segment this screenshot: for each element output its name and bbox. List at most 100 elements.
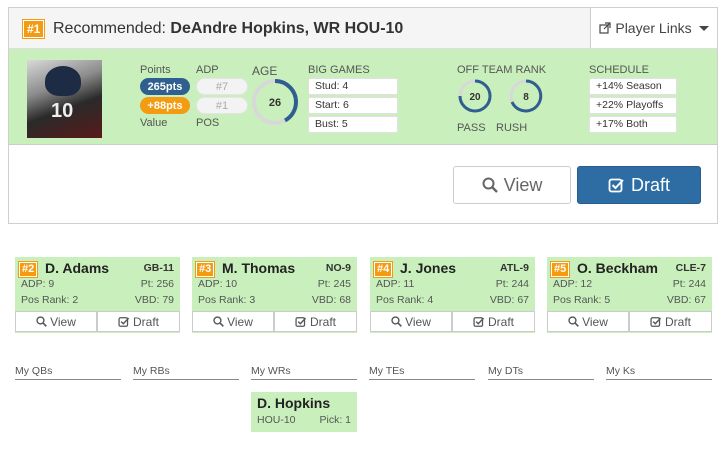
- view-button[interactable]: View: [192, 311, 274, 332]
- bust-stat: Bust: 5: [308, 116, 398, 133]
- points-pill: 265pts: [140, 78, 190, 95]
- search-icon: [391, 316, 402, 327]
- suggestion-card: #2 D. Adams GB-11 ADP: 9 Pt: 256 Pos Ran…: [15, 257, 180, 333]
- roster-slot-ks: My Ks: [606, 365, 712, 380]
- pos-pill: #1: [196, 97, 248, 114]
- recommended-header: #1 Recommended: DeAndre Hopkins, WR HOU-…: [9, 8, 717, 49]
- rush-rank-gauge: 8: [509, 79, 543, 113]
- age-label: AGE: [252, 64, 278, 78]
- view-label: View: [50, 314, 76, 329]
- player-name[interactable]: J. Jones: [400, 260, 457, 276]
- draft-button[interactable]: Draft: [577, 166, 701, 204]
- roster-slot-wrs: My WRs: [251, 365, 357, 380]
- search-icon: [568, 316, 579, 327]
- points-label: Points: [140, 64, 171, 76]
- drafted-player-card: D. Hopkins HOU-10 Pick: 1: [251, 392, 357, 432]
- pass-label: PASS: [457, 122, 486, 134]
- points-value: Pt: 244: [495, 278, 529, 290]
- vbd-value: VBD: 67: [489, 294, 529, 306]
- suggestion-card: #3 M. Thomas NO-9 ADP: 10 Pt: 245 Pos Ra…: [192, 257, 357, 333]
- rush-label: RUSH: [496, 122, 528, 134]
- draft-label: Draft: [664, 314, 691, 329]
- pos-rank-value: Pos Rank: 2: [21, 294, 79, 306]
- view-button[interactable]: View: [370, 311, 452, 332]
- roster-slot-dts: My DTs: [488, 365, 594, 380]
- schedule-playoffs: +22% Playoffs: [589, 97, 677, 114]
- draft-label: Draft: [132, 314, 159, 329]
- stud-stat: Stud: 4: [308, 78, 398, 95]
- player-team: NO-9: [325, 262, 351, 274]
- view-button[interactable]: View: [547, 311, 629, 332]
- player-team: CLE-7: [675, 262, 706, 274]
- player-team: GB-11: [143, 262, 174, 274]
- chevron-down-icon: [698, 25, 709, 31]
- rank-badge: #1: [23, 20, 45, 38]
- view-label: View: [405, 314, 431, 329]
- adp-value: ADP: 10: [198, 278, 238, 290]
- draft-button[interactable]: Draft: [629, 311, 712, 332]
- value-pill: +88pts: [140, 97, 190, 114]
- pass-rank-value: 20: [469, 92, 481, 103]
- jersey-number: 10: [51, 100, 74, 122]
- rank-badge: #2: [19, 262, 38, 277]
- player-photo: 10: [27, 60, 102, 138]
- adp-value: ADP: 9: [21, 278, 55, 290]
- draft-button[interactable]: Draft: [97, 311, 180, 332]
- draft-button[interactable]: Draft: [452, 311, 535, 332]
- player-name[interactable]: D. Adams: [45, 260, 110, 276]
- check-square-icon: [473, 316, 485, 327]
- points-value: Pt: 245: [317, 278, 351, 290]
- schedule-season: +14% Season: [589, 78, 677, 95]
- pos-label: POS: [196, 117, 220, 129]
- view-button[interactable]: View: [453, 166, 571, 204]
- search-icon: [482, 177, 498, 193]
- view-button[interactable]: View: [15, 311, 97, 332]
- pass-rank-gauge: 20: [458, 79, 492, 113]
- check-square-icon: [118, 316, 130, 327]
- draft-label: Draft: [309, 314, 336, 329]
- drafted-player-team: HOU-10: [257, 414, 296, 426]
- vbd-value: VBD: 67: [666, 294, 706, 306]
- vbd-value: VBD: 68: [311, 294, 351, 306]
- player-name[interactable]: O. Beckham: [577, 260, 658, 276]
- search-icon: [36, 316, 47, 327]
- player-name[interactable]: M. Thomas: [222, 260, 296, 276]
- suggestion-card: #5 O. Beckham CLE-7 ADP: 12 Pt: 244 Pos …: [547, 257, 712, 333]
- rank-badge: #4: [374, 262, 393, 277]
- start-stat: Start: 6: [308, 97, 398, 114]
- view-label: View: [582, 314, 608, 329]
- check-square-icon: [650, 316, 662, 327]
- search-icon: [213, 316, 224, 327]
- helmet-shape: [45, 66, 81, 96]
- recommended-prefix: Recommended:: [53, 20, 166, 37]
- age-gauge: 26: [252, 79, 298, 125]
- pos-rank-value: Pos Rank: 5: [553, 294, 611, 306]
- draft-button[interactable]: Draft: [274, 311, 357, 332]
- drafted-pick-number: Pick: 1: [319, 414, 351, 426]
- draft-label: Draft: [487, 314, 514, 329]
- value-label: Value: [140, 117, 168, 129]
- player-team: ATL-9: [500, 262, 529, 274]
- adp-value: ADP: 12: [553, 278, 593, 290]
- external-link-icon: [599, 22, 611, 34]
- rank-badge: #5: [551, 262, 570, 277]
- pos-rank-value: Pos Rank: 4: [376, 294, 434, 306]
- recommended-title: Recommended: DeAndre Hopkins, WR HOU-10: [53, 20, 403, 38]
- check-square-icon: [295, 316, 307, 327]
- recommended-player: DeAndre Hopkins, WR HOU-10: [170, 20, 404, 37]
- adp-pill: #7: [196, 78, 248, 95]
- roster-slot-qbs: My QBs: [15, 365, 121, 380]
- vbd-value: VBD: 79: [134, 294, 174, 306]
- view-label: View: [503, 174, 543, 195]
- age-value: 26: [269, 97, 281, 109]
- off-team-rank-label: OFF TEAM RANK: [457, 64, 547, 76]
- suggestion-card: #4 J. Jones ATL-9 ADP: 11 Pt: 244 Pos Ra…: [370, 257, 535, 333]
- big-games-label: BIG GAMES: [308, 64, 370, 76]
- view-label: View: [227, 314, 253, 329]
- player-links-label: Player Links: [615, 20, 692, 36]
- draft-label: Draft: [630, 174, 670, 195]
- points-value: Pt: 244: [672, 278, 706, 290]
- adp-label: ADP: [196, 64, 219, 76]
- schedule-label: SCHEDULE: [589, 64, 649, 76]
- player-links-button[interactable]: Player Links: [590, 8, 717, 48]
